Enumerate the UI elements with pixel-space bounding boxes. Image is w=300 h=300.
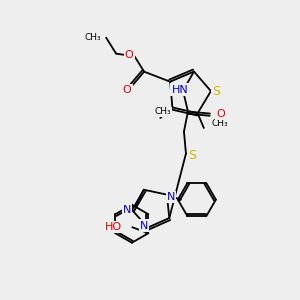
Text: O: O [125,50,134,60]
Text: CH₃: CH₃ [154,107,171,116]
Text: N: N [123,205,131,215]
Text: S: S [212,85,220,98]
Text: S: S [188,149,196,162]
Text: N: N [140,220,148,231]
Text: CH₃: CH₃ [212,119,229,128]
Text: N: N [167,192,175,202]
Text: O: O [216,109,225,118]
Text: HN: HN [172,85,188,94]
Text: CH₃: CH₃ [85,33,101,42]
Text: O: O [123,85,131,95]
Text: HO: HO [105,222,122,232]
